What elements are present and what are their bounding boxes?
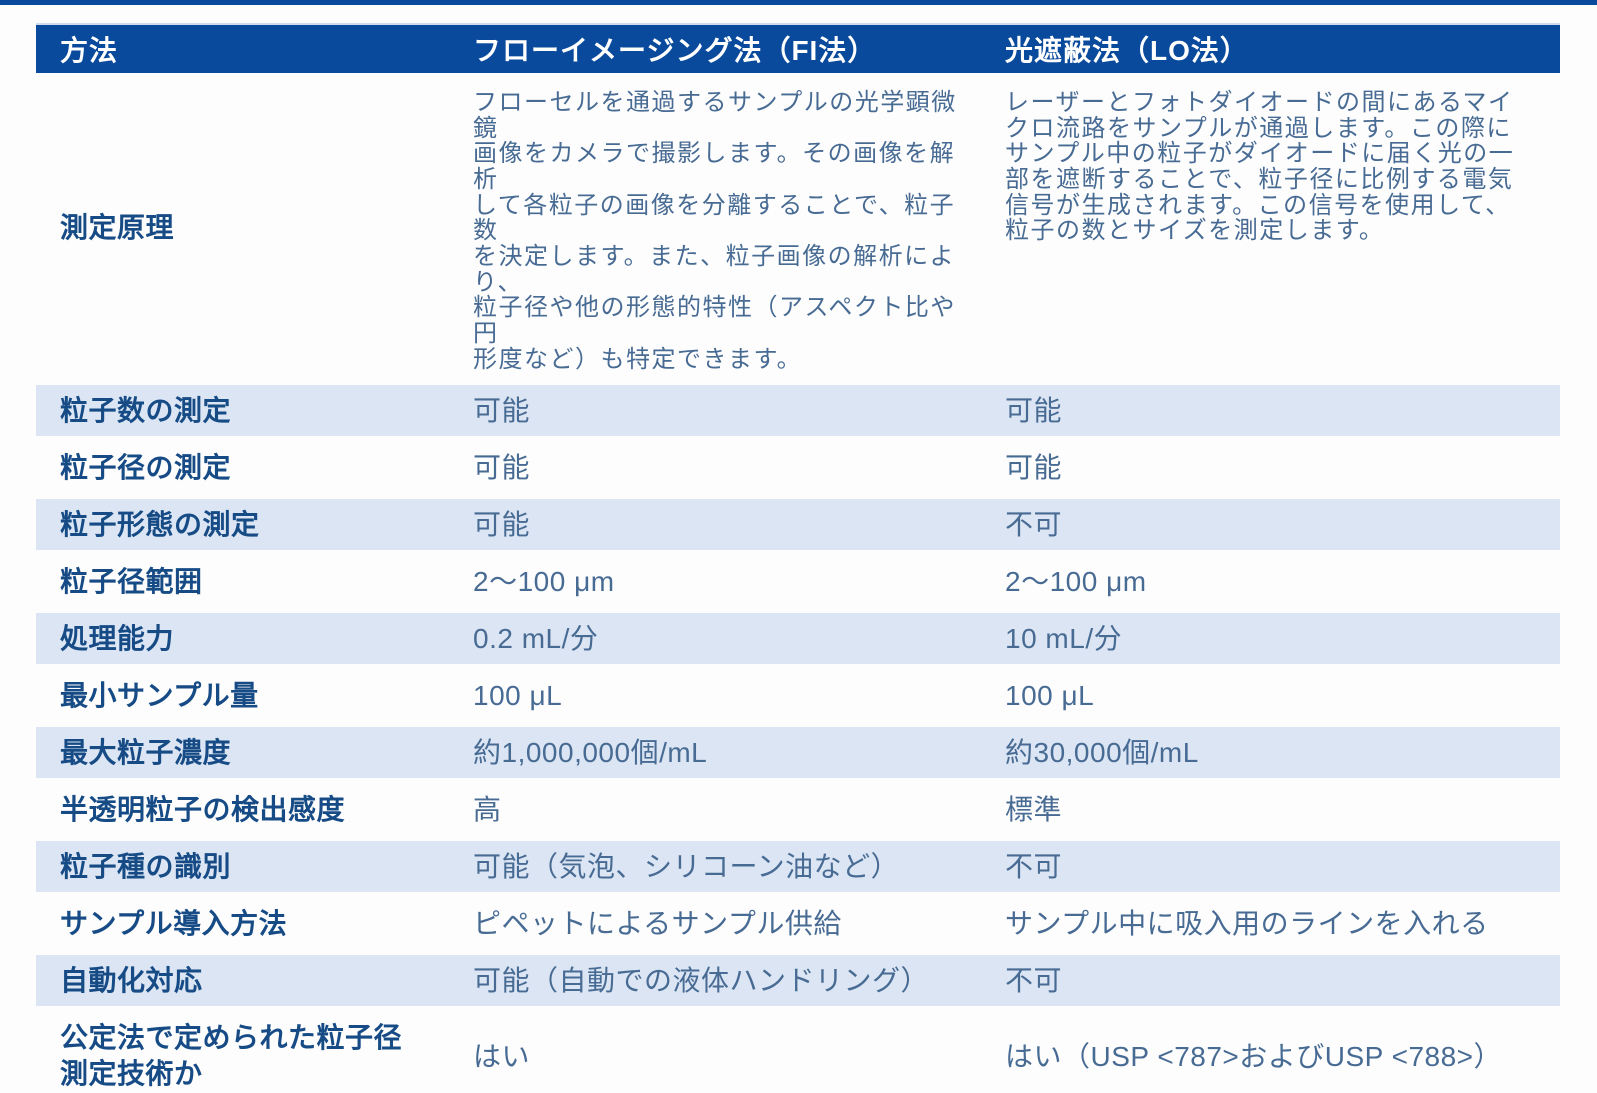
lo-value-cell: レーザーとフォトダイオードの間にあるマイ クロ流路をサンプルが通過します。この際…: [1005, 89, 1515, 245]
fi-value-cell: ピペットによるサンプル供給: [473, 908, 842, 940]
fi-value-cell: 可能: [473, 452, 531, 484]
fi-value-cell: 高: [473, 794, 502, 826]
lo-value-cell: 2〜100 μm: [1005, 566, 1147, 598]
fi-value-cell: 可能: [473, 395, 531, 427]
fi-value-cell: 約1,000,000個/mL: [473, 737, 708, 769]
header-cell-fi-method: フローイメージング法（FI法）: [473, 35, 877, 66]
table-row: 最大粒子濃度 約1,000,000個/mL 約30,000個/mL: [36, 724, 1560, 782]
row-label-cell: 自動化対応: [60, 964, 203, 996]
fi-value-cell: 0.2 mL/分: [473, 623, 599, 655]
method-comparison-table: 方法 フローイメージング法（FI法） 光遮蔽法（LO法） 測定原理 フローセルを…: [36, 23, 1560, 1093]
row-label-cell: 公定法で定められた粒子径 測定技術か: [60, 1022, 403, 1090]
fi-value-cell: 可能（気泡、シリコーン油など）: [473, 851, 900, 883]
lo-value-cell: 10 mL/分: [1005, 623, 1123, 655]
lo-value-cell: 標準: [1005, 794, 1063, 826]
table-row: 公定法で定められた粒子径 測定技術か はい はい（USP <787>およびUSP…: [36, 1009, 1560, 1093]
row-label-cell: 粒子形態の測定: [60, 508, 260, 540]
table-row: 半透明粒子の検出感度 高 標準: [36, 781, 1560, 839]
header-cell-method: 方法: [60, 35, 119, 66]
top-accent-strip: [0, 0, 1597, 5]
row-label-cell: 粒子径の測定: [60, 451, 232, 483]
lo-value-cell: 不可: [1005, 965, 1063, 997]
row-label-cell: 粒子径範囲: [60, 565, 203, 597]
lo-value-cell: 約30,000個/mL: [1005, 737, 1199, 769]
row-label-cell: 最大粒子濃度: [60, 736, 232, 768]
fi-value-cell: 100 μL: [473, 680, 563, 712]
row-label-cell: サンプル導入方法: [60, 907, 288, 939]
row-label-cell: 測定原理: [60, 211, 175, 243]
table-row: 測定原理 フローセルを通過するサンプルの光学顕微鏡 画像をカメラで撮影します。そ…: [36, 73, 1560, 383]
lo-value-cell: 可能: [1005, 395, 1063, 427]
table-row: 粒子形態の測定 可能 不可: [36, 496, 1560, 554]
row-label-cell: 処理能力: [60, 622, 175, 654]
table-row: 粒子種の識別 可能（気泡、シリコーン油など） 不可: [36, 838, 1560, 896]
lo-value-cell: 可能: [1005, 452, 1063, 484]
table-header-row: 方法 フローイメージング法（FI法） 光遮蔽法（LO法）: [36, 23, 1560, 73]
table-row: 粒子径範囲 2〜100 μm 2〜100 μm: [36, 553, 1560, 611]
table-row: 粒子径の測定 可能 可能: [36, 439, 1560, 497]
table-body: 測定原理 フローセルを通過するサンプルの光学顕微鏡 画像をカメラで撮影します。そ…: [36, 73, 1560, 1093]
fi-value-cell: 2〜100 μm: [473, 566, 615, 598]
fi-value-cell: 可能: [473, 509, 531, 541]
lo-value-cell: 不可: [1005, 509, 1063, 541]
table-row: 粒子数の測定 可能 可能: [36, 382, 1560, 440]
header-cell-lo-method: 光遮蔽法（LO法）: [1005, 35, 1249, 66]
row-label-cell: 粒子数の測定: [60, 394, 232, 426]
lo-value-cell: 100 μL: [1005, 680, 1095, 712]
table-row: 処理能力 0.2 mL/分 10 mL/分: [36, 610, 1560, 668]
lo-value-cell: はい（USP <787>およびUSP <788>）: [1005, 1040, 1503, 1072]
table-row: 最小サンプル量 100 μL 100 μL: [36, 667, 1560, 725]
fi-value-cell: はい: [473, 1040, 531, 1072]
row-label-cell: 半透明粒子の検出感度: [60, 793, 346, 825]
table-row: サンプル導入方法 ピペットによるサンプル供給 サンプル中に吸入用のラインを入れる: [36, 895, 1560, 953]
fi-value-cell: 可能（自動での液体ハンドリング）: [473, 965, 930, 997]
table-row: 自動化対応 可能（自動での液体ハンドリング） 不可: [36, 952, 1560, 1010]
lo-value-cell: 不可: [1005, 851, 1063, 883]
fi-value-cell: フローセルを通過するサンプルの光学顕微鏡 画像をカメラで撮影します。その画像を解…: [473, 89, 957, 373]
row-label-cell: 粒子種の識別: [60, 850, 232, 882]
row-label-cell: 最小サンプル量: [60, 679, 259, 711]
lo-value-cell: サンプル中に吸入用のラインを入れる: [1005, 908, 1489, 940]
